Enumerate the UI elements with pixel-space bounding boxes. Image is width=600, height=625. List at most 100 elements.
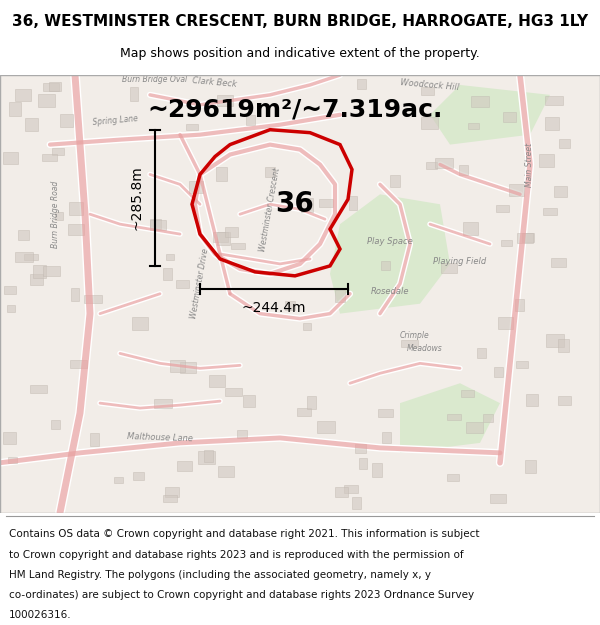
Bar bbox=[15, 89, 31, 101]
Text: HM Land Registry. The polygons (including the associated geometry, namely x, y: HM Land Registry. The polygons (includin… bbox=[9, 570, 431, 580]
Bar bbox=[525, 460, 536, 474]
Bar bbox=[71, 288, 79, 301]
Bar bbox=[25, 118, 38, 131]
Bar bbox=[16, 251, 33, 262]
Text: co-ordinates) are subject to Crown copyright and database rights 2023 Ordnance S: co-ordinates) are subject to Crown copyr… bbox=[9, 590, 474, 600]
Bar bbox=[517, 232, 533, 242]
Bar bbox=[382, 261, 391, 269]
Text: Clark Beck: Clark Beck bbox=[193, 76, 238, 89]
Bar bbox=[503, 112, 516, 122]
Bar bbox=[427, 162, 437, 169]
Bar bbox=[390, 175, 400, 187]
Bar bbox=[43, 266, 61, 276]
Bar bbox=[500, 239, 512, 246]
Text: Malthouse Lane: Malthouse Lane bbox=[127, 432, 193, 443]
Polygon shape bbox=[430, 85, 550, 144]
Bar bbox=[60, 114, 73, 127]
Bar bbox=[113, 477, 122, 483]
Bar bbox=[285, 301, 295, 310]
Bar bbox=[496, 205, 509, 212]
Bar bbox=[198, 451, 215, 464]
Bar bbox=[469, 122, 479, 129]
Bar bbox=[472, 96, 489, 108]
Bar bbox=[477, 348, 487, 359]
Bar bbox=[463, 222, 478, 234]
Text: Contains OS data © Crown copyright and database right 2021. This information is : Contains OS data © Crown copyright and d… bbox=[9, 529, 479, 539]
Bar bbox=[466, 422, 483, 432]
Bar bbox=[349, 196, 357, 210]
Bar bbox=[459, 165, 468, 175]
Bar bbox=[52, 148, 64, 156]
Bar bbox=[244, 394, 255, 407]
Text: Play Space: Play Space bbox=[367, 237, 413, 246]
Text: Westminster Drive: Westminster Drive bbox=[190, 248, 211, 319]
Bar bbox=[461, 390, 473, 397]
Bar bbox=[554, 186, 568, 197]
Bar bbox=[189, 181, 203, 193]
Bar bbox=[335, 487, 348, 497]
Bar bbox=[378, 409, 393, 417]
Bar bbox=[9, 102, 21, 116]
Bar bbox=[3, 432, 16, 444]
Text: Burn Bridge Oval: Burn Bridge Oval bbox=[122, 76, 188, 84]
Bar bbox=[516, 361, 528, 368]
Bar bbox=[436, 158, 453, 168]
Bar bbox=[30, 274, 43, 286]
Bar bbox=[359, 458, 367, 469]
Text: Rosedale: Rosedale bbox=[371, 287, 409, 296]
Bar bbox=[176, 280, 189, 288]
Bar bbox=[165, 487, 179, 497]
Bar bbox=[43, 83, 59, 91]
Bar bbox=[545, 117, 559, 130]
Text: Map shows position and indicative extent of the property.: Map shows position and indicative extent… bbox=[120, 48, 480, 61]
Bar bbox=[163, 268, 172, 281]
Text: Westminster Crescent: Westminster Crescent bbox=[258, 167, 282, 252]
Bar bbox=[217, 232, 230, 245]
Text: 36, WESTMINSTER CRESCENT, BURN BRIDGE, HARROGATE, HG3 1LY: 36, WESTMINSTER CRESCENT, BURN BRIDGE, H… bbox=[12, 14, 588, 29]
Text: Burn Bridge Road: Burn Bridge Road bbox=[50, 181, 59, 248]
Bar bbox=[176, 461, 191, 471]
Text: Woodcock Hill: Woodcock Hill bbox=[400, 78, 460, 92]
Bar bbox=[181, 362, 196, 374]
Text: ~29619m²/~7.319ac.: ~29619m²/~7.319ac. bbox=[148, 98, 443, 122]
Bar bbox=[335, 290, 344, 302]
Bar bbox=[237, 431, 247, 438]
Bar bbox=[185, 124, 197, 129]
Bar bbox=[319, 199, 333, 207]
Bar bbox=[357, 79, 366, 89]
Bar bbox=[490, 494, 506, 502]
Bar bbox=[545, 96, 563, 104]
Bar bbox=[344, 486, 358, 492]
Bar bbox=[217, 95, 233, 106]
Bar bbox=[70, 359, 87, 368]
Bar bbox=[7, 305, 15, 312]
Bar bbox=[150, 219, 161, 229]
Bar bbox=[170, 360, 185, 372]
Bar bbox=[163, 495, 178, 502]
Bar bbox=[265, 167, 275, 177]
Bar bbox=[448, 474, 459, 481]
Bar bbox=[8, 457, 17, 463]
Bar bbox=[297, 408, 311, 416]
Bar bbox=[307, 396, 316, 409]
Bar bbox=[23, 254, 38, 260]
Bar bbox=[509, 184, 524, 196]
Polygon shape bbox=[330, 194, 450, 314]
Bar bbox=[246, 115, 255, 125]
Bar bbox=[543, 208, 557, 215]
Bar bbox=[49, 82, 61, 91]
Text: Main Street: Main Street bbox=[526, 142, 535, 186]
Bar bbox=[515, 299, 524, 311]
Bar bbox=[218, 466, 234, 477]
Bar bbox=[42, 154, 57, 161]
Bar bbox=[441, 262, 457, 272]
Bar bbox=[166, 254, 175, 260]
Bar bbox=[546, 334, 563, 348]
Bar bbox=[34, 264, 46, 278]
Bar bbox=[301, 198, 313, 212]
Bar bbox=[303, 323, 311, 330]
Bar bbox=[446, 414, 461, 420]
Bar bbox=[3, 152, 18, 164]
Bar bbox=[494, 367, 503, 377]
Bar bbox=[231, 243, 245, 249]
